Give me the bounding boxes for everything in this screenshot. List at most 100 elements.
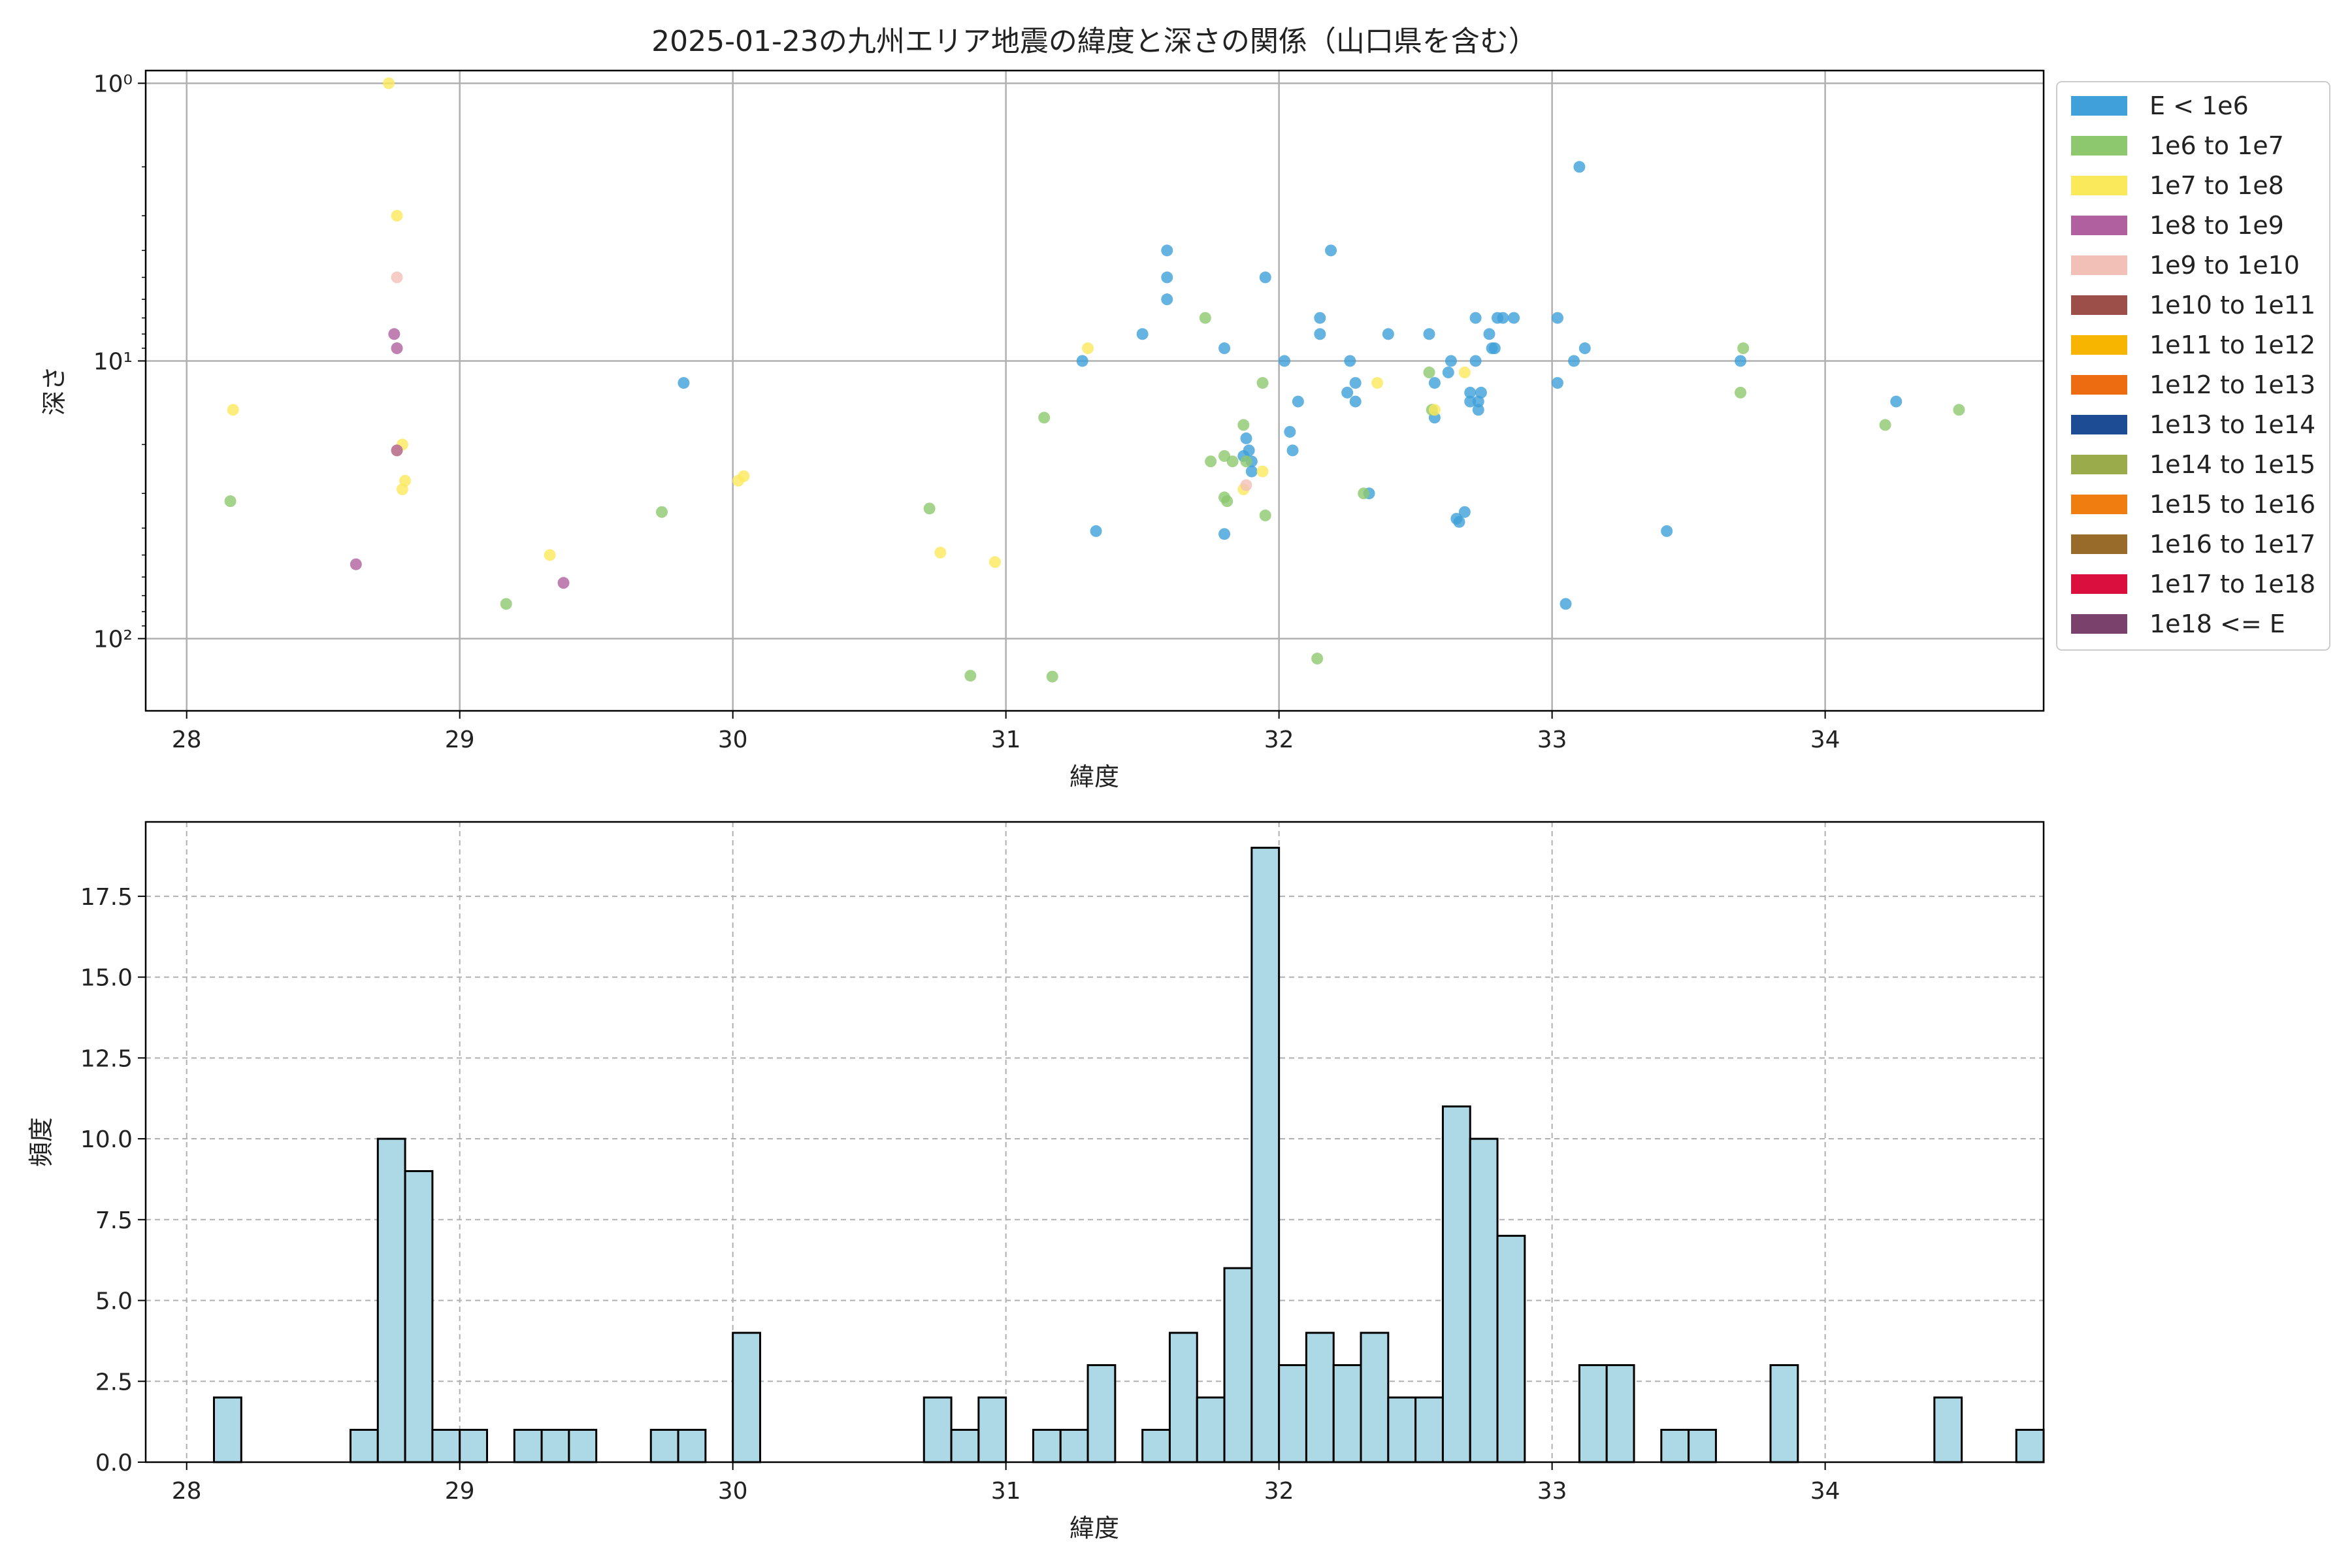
scatter-y-tick-label: 10¹ (93, 348, 133, 375)
legend-swatch (2071, 96, 2127, 116)
scatter-point (544, 549, 556, 561)
scatter-x-tick-label: 33 (1537, 727, 1567, 753)
scatter-point (1428, 377, 1441, 389)
scatter-point (1423, 328, 1435, 340)
legend-swatch (2071, 495, 2127, 514)
scatter-point (1245, 465, 1258, 478)
legend-label: 1e18 <= E (2149, 610, 2285, 638)
histogram-y-tick-label: 0.0 (95, 1450, 133, 1477)
histogram-bar (1059, 1429, 1089, 1463)
legend-items: E < 1e6 1e6 to 1e7 1e7 to 1e8 1e8 to 1e9 1e9… (2071, 91, 2315, 638)
scatter-point (1560, 598, 1572, 610)
scatter-point (1221, 495, 1233, 508)
histogram-bar (1578, 1364, 1608, 1463)
histogram-bar (1605, 1364, 1635, 1463)
scatter-point (1218, 528, 1231, 540)
legend-label: 1e14 to 1e15 (2149, 450, 2315, 479)
scatter-point (227, 404, 239, 416)
scatter-point (1259, 271, 1271, 284)
scatter-point (1226, 455, 1239, 468)
histogram-bar (1688, 1429, 1717, 1463)
scatter-point (1082, 342, 1094, 355)
scatter-point (1735, 355, 1747, 367)
scatter-point (1076, 355, 1088, 367)
legend-label: 1e13 to 1e14 (2149, 410, 2315, 439)
scatter-point (1464, 395, 1477, 408)
scatter-point (1090, 525, 1102, 537)
scatter-point (1243, 444, 1255, 457)
scatter-point (1256, 465, 1269, 478)
scatter-point (500, 598, 512, 610)
scatter-x-axis-label: 緯度 (1070, 762, 1119, 791)
legend-label: 1e6 to 1e7 (2149, 131, 2284, 160)
scatter-point (1205, 455, 1217, 468)
scatter-point (1314, 312, 1326, 324)
histogram-panel: 28 29 30 31 32 33 34 0.0 2.5 5.0 7.5 10.0 12.5 15.0 1… (27, 821, 2045, 1543)
histogram-bar (1168, 1331, 1198, 1463)
scatter-point (1325, 244, 1337, 257)
legend-swatch (2071, 295, 2127, 315)
histogram-bar (923, 1396, 953, 1463)
histogram-bar (2015, 1429, 2045, 1463)
histogram-bar (1769, 1364, 1799, 1463)
histogram-x-tick-label: 30 (718, 1478, 748, 1505)
legend-swatch (2071, 455, 2127, 474)
scatter-point (1240, 455, 1252, 468)
scatter-point (1423, 367, 1435, 379)
legend-swatch (2071, 176, 2127, 195)
legend-label: 1e11 to 1e12 (2149, 331, 2315, 359)
histogram-bar (1250, 847, 1281, 1463)
scatter-point (1442, 367, 1454, 379)
scatter-point (1469, 355, 1482, 367)
legend-swatch (2071, 136, 2127, 155)
histogram-y-tick-label: 7.5 (95, 1207, 133, 1234)
histogram-y-tick-label: 17.5 (80, 884, 133, 911)
legend-label: 1e8 to 1e9 (2149, 211, 2284, 240)
scatter-title: 2025-01-23の九州エリア地震の緯度と深さの関係（山口県を含む） (651, 25, 1537, 58)
scatter-point (1661, 525, 1673, 537)
histogram-bar (1332, 1364, 1362, 1463)
histogram-y-tick-label: 5.0 (95, 1288, 133, 1315)
scatter-point (1240, 432, 1252, 444)
scatter-point (1161, 293, 1173, 306)
legend-swatch (2071, 415, 2127, 434)
histogram-bar (540, 1429, 570, 1463)
legend-label: 1e15 to 1e16 (2149, 490, 2315, 519)
histogram-plot-frame (144, 821, 2045, 1463)
histogram-bar (1305, 1331, 1335, 1463)
scatter-y-ticks: 10⁰ 10¹ 10² (93, 71, 146, 653)
legend: E < 1e6 1e6 to 1e7 1e7 to 1e8 1e8 to 1e9 1e9… (2056, 81, 2330, 651)
scatter-point (224, 495, 237, 508)
scatter-point (678, 377, 690, 389)
scatter-point (1199, 312, 1211, 324)
histogram-bar (1469, 1137, 1499, 1463)
scatter-x-tick-label: 30 (718, 727, 748, 753)
legend-label: 1e12 to 1e13 (2149, 370, 2315, 399)
histogram-bar (1196, 1396, 1226, 1463)
histogram-bar (1660, 1429, 1690, 1463)
scatter-point (1286, 444, 1299, 457)
legend-label: 1e10 to 1e11 (2149, 291, 2315, 319)
histogram-bar (977, 1396, 1007, 1463)
scatter-point (1382, 328, 1394, 340)
scatter-point (1237, 419, 1250, 431)
scatter-point (1240, 479, 1252, 491)
scatter-point (1483, 328, 1495, 340)
scatter-point (1497, 312, 1509, 324)
scatter-gridlines (146, 71, 2044, 711)
scatter-x-tick-label: 32 (1264, 727, 1294, 753)
scatter-x-tick-label: 28 (172, 727, 202, 753)
legend-swatch (2071, 574, 2127, 594)
scatter-point (1551, 312, 1563, 324)
scatter-point (1475, 386, 1487, 399)
histogram-bar (376, 1137, 406, 1463)
scatter-point (1256, 377, 1269, 389)
legend-label: 1e17 to 1e18 (2149, 570, 2315, 598)
scatter-point (1953, 404, 1965, 416)
scatter-point (1259, 509, 1271, 521)
scatter-x-tick-label: 29 (445, 727, 475, 753)
scatter-point (1344, 355, 1356, 367)
histogram-y-tick-label: 2.5 (95, 1369, 133, 1396)
histogram-y-tick-label: 10.0 (80, 1126, 133, 1153)
